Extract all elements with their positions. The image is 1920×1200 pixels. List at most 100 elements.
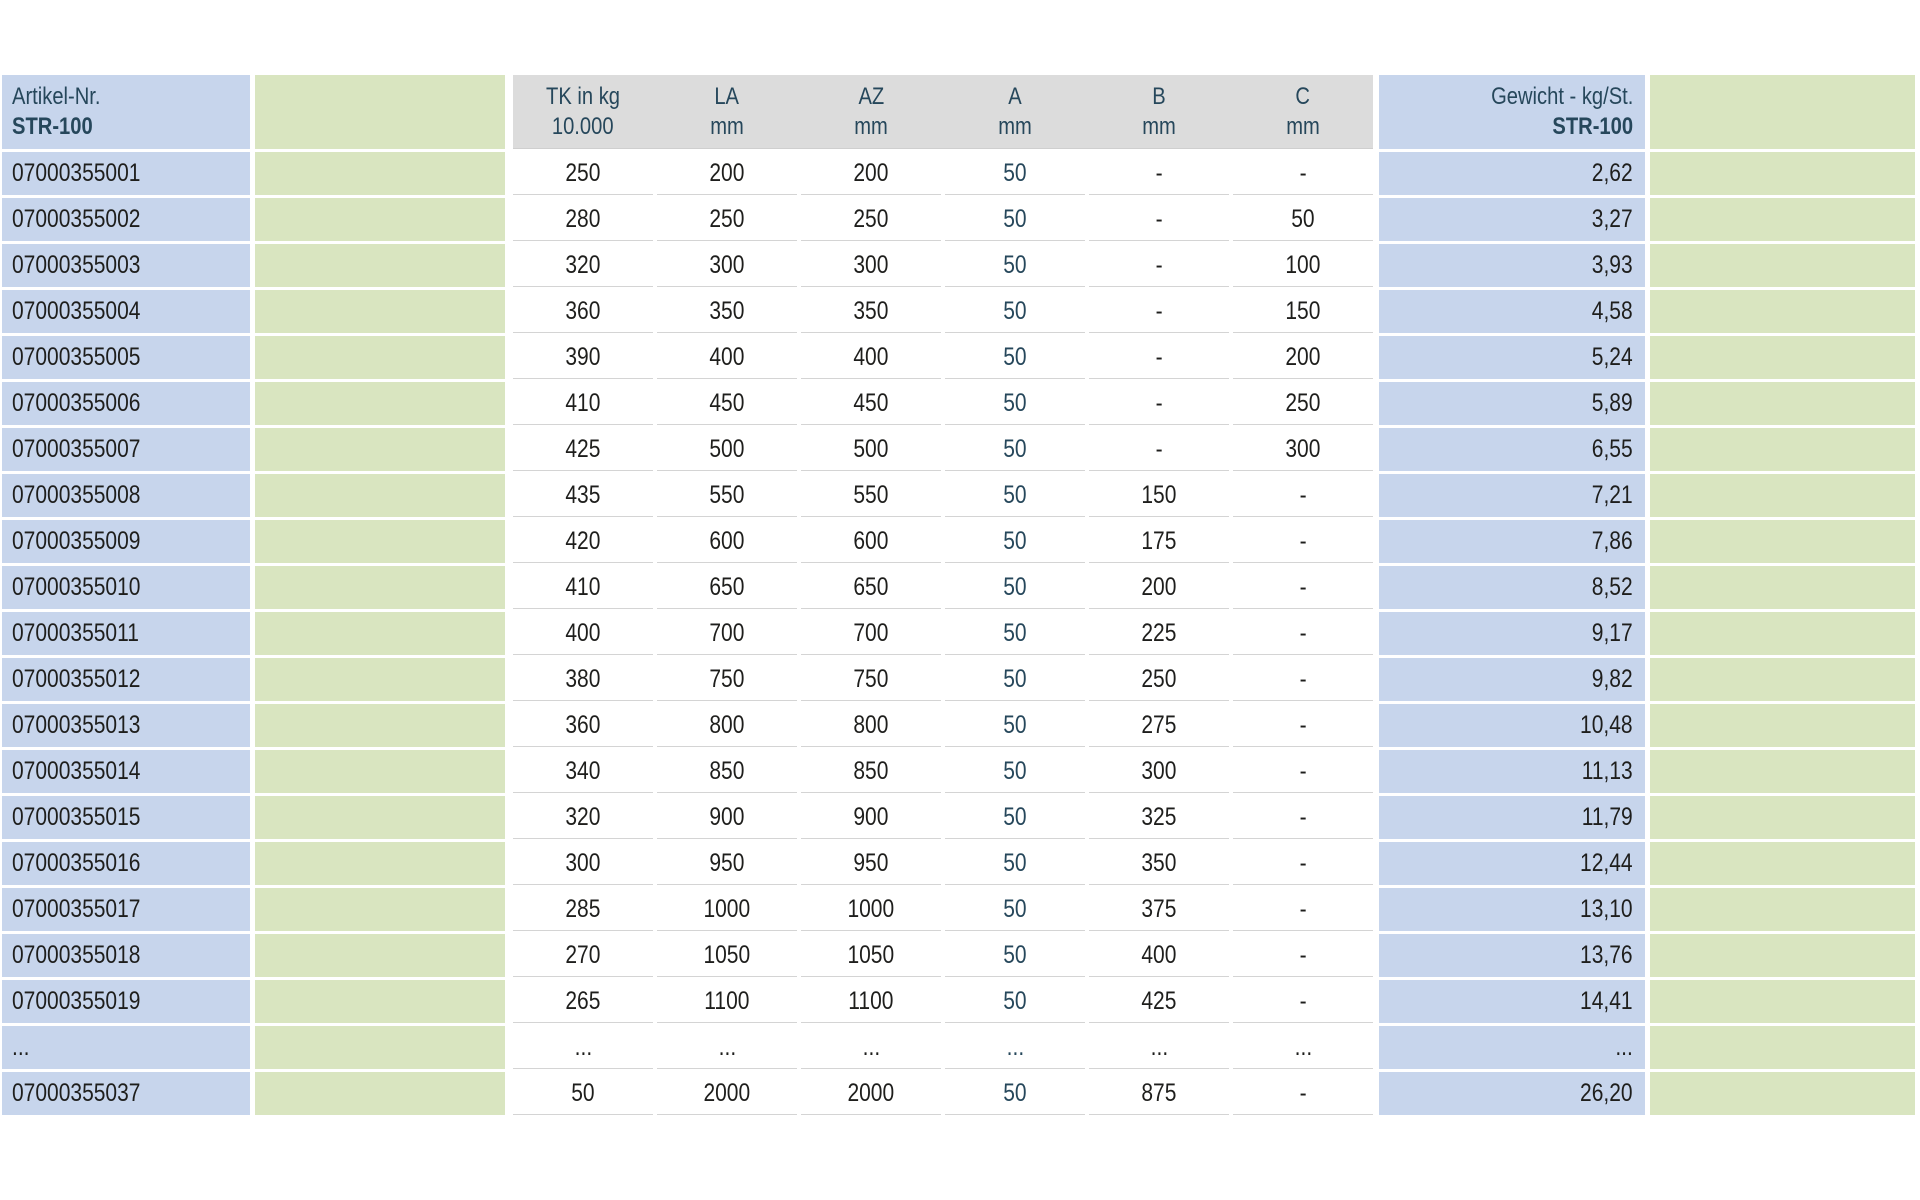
tk-cell: 340 [513, 750, 653, 793]
artikel-cell: 07000355004 [2, 290, 250, 333]
b-value: 175 [1141, 526, 1177, 555]
a-value: 50 [1003, 434, 1027, 463]
c-value: - [1299, 480, 1307, 509]
az-value: 250 [853, 204, 889, 233]
az-cell: 350 [801, 290, 941, 333]
b-value: 200 [1141, 572, 1177, 601]
la-value: 2000 [703, 1078, 751, 1107]
green-spacer-cell-left [255, 198, 505, 241]
table-row: 07000355012 380 750 750 50 250 - 9,82 [2, 658, 1915, 701]
az-cell: 1100 [801, 980, 941, 1023]
b-value: - [1155, 158, 1163, 187]
a-value: 50 [1003, 296, 1027, 325]
green-spacer-cell-right [1650, 428, 1915, 471]
az-value: 400 [853, 342, 889, 371]
az-value: 300 [853, 250, 889, 279]
a-cell: ... [945, 1026, 1085, 1069]
artikel-column-header: Artikel-Nr. STR-100 [2, 75, 250, 149]
a-cell: 50 [945, 336, 1085, 379]
tk-value: 340 [565, 756, 601, 785]
b-value: - [1155, 250, 1163, 279]
gewicht-value: 5,24 [1592, 343, 1633, 371]
green-spacer-cell-left [255, 658, 505, 701]
tk-value: 425 [565, 434, 601, 463]
la-value: 950 [709, 848, 745, 877]
gewicht-value: 13,76 [1580, 941, 1633, 969]
col-header-az-unit: mm [854, 112, 888, 140]
b-cell: - [1089, 152, 1229, 195]
b-value: - [1155, 296, 1163, 325]
gewicht-header-series: STR-100 [1552, 113, 1633, 140]
artikel-value: 07000355009 [12, 527, 141, 555]
artikel-cell: 07000355002 [2, 198, 250, 241]
a-value: 50 [1003, 710, 1027, 739]
green-spacer-cell-left [255, 842, 505, 885]
spec-cells: ... ... ... ... ... ... [513, 1026, 1373, 1069]
table-row: 07000355005 390 400 400 50 - 200 5,24 [2, 336, 1915, 379]
green-spacer-cell-right [1650, 1026, 1915, 1069]
col-header-c-label: C [1295, 82, 1311, 110]
la-cell: 2000 [657, 1072, 797, 1115]
green-spacer-cell-left [255, 796, 505, 839]
gewicht-value: 10,48 [1580, 711, 1633, 739]
az-value: 2000 [847, 1078, 895, 1107]
col-header-a-label: A [1008, 82, 1022, 110]
gewicht-cell: 3,93 [1379, 244, 1645, 287]
la-value: 1000 [703, 894, 751, 923]
spec-cells: 280 250 250 50 - 50 [513, 198, 1373, 241]
green-spacer-cell-left [255, 750, 505, 793]
la-value: 800 [709, 710, 745, 739]
az-value: 900 [853, 802, 889, 831]
artikel-cell: 07000355014 [2, 750, 250, 793]
green-spacer-cell-left [255, 888, 505, 931]
gewicht-value: 11,79 [1581, 803, 1633, 831]
c-value: - [1299, 848, 1307, 877]
table-row: 07000355008 435 550 550 50 150 - 7,21 [2, 474, 1915, 517]
az-cell: 450 [801, 382, 941, 425]
tk-value: 420 [565, 526, 601, 555]
tk-cell: 280 [513, 198, 653, 241]
spec-cells: 250 200 200 50 - - [513, 152, 1373, 195]
la-value: 1100 [704, 986, 750, 1015]
c-cell: - [1233, 750, 1373, 793]
c-value: 200 [1285, 342, 1321, 371]
spec-cells: 285 1000 1000 50 375 - [513, 888, 1373, 931]
green-spacer-cell-left [255, 428, 505, 471]
c-cell: - [1233, 474, 1373, 517]
c-cell: - [1233, 888, 1373, 931]
tk-cell: 265 [513, 980, 653, 1023]
c-cell: - [1233, 612, 1373, 655]
artikel-header-series: STR-100 [12, 113, 93, 140]
a-value: 50 [1003, 158, 1027, 187]
gewicht-header-label: Gewicht - kg/St. [1490, 83, 1633, 110]
table-row: 07000355007 425 500 500 50 - 300 6,55 [2, 428, 1915, 471]
artikel-value: 07000355004 [12, 297, 141, 325]
tk-cell: 250 [513, 152, 653, 195]
b-cell: ... [1089, 1026, 1229, 1069]
gewicht-value: 9,17 [1592, 619, 1633, 647]
spec-cells: 380 750 750 50 250 - [513, 658, 1373, 701]
table-row: 07000355006 410 450 450 50 - 250 5,89 [2, 382, 1915, 425]
la-value: 450 [709, 388, 745, 417]
b-cell: - [1089, 336, 1229, 379]
spec-cells: 410 450 450 50 - 250 [513, 382, 1373, 425]
a-cell: 50 [945, 796, 1085, 839]
b-cell: 425 [1089, 980, 1229, 1023]
a-value: ... [1006, 1032, 1024, 1061]
az-cell: 1000 [801, 888, 941, 931]
az-value: 600 [853, 526, 889, 555]
gewicht-cell: 12,44 [1379, 842, 1645, 885]
la-cell: 550 [657, 474, 797, 517]
tk-value: 410 [565, 388, 601, 417]
az-cell: 500 [801, 428, 941, 471]
green-spacer-header-left [255, 75, 505, 149]
green-spacer-cell-right [1650, 658, 1915, 701]
gewicht-cell: 7,21 [1379, 474, 1645, 517]
tk-value: 300 [565, 848, 601, 877]
gewicht-value: ... [1615, 1033, 1633, 1061]
a-cell: 50 [945, 704, 1085, 747]
spec-cells: 435 550 550 50 150 - [513, 474, 1373, 517]
la-cell: 1000 [657, 888, 797, 931]
col-header-a: A mm [945, 75, 1085, 148]
gewicht-value: 2,62 [1592, 159, 1633, 187]
